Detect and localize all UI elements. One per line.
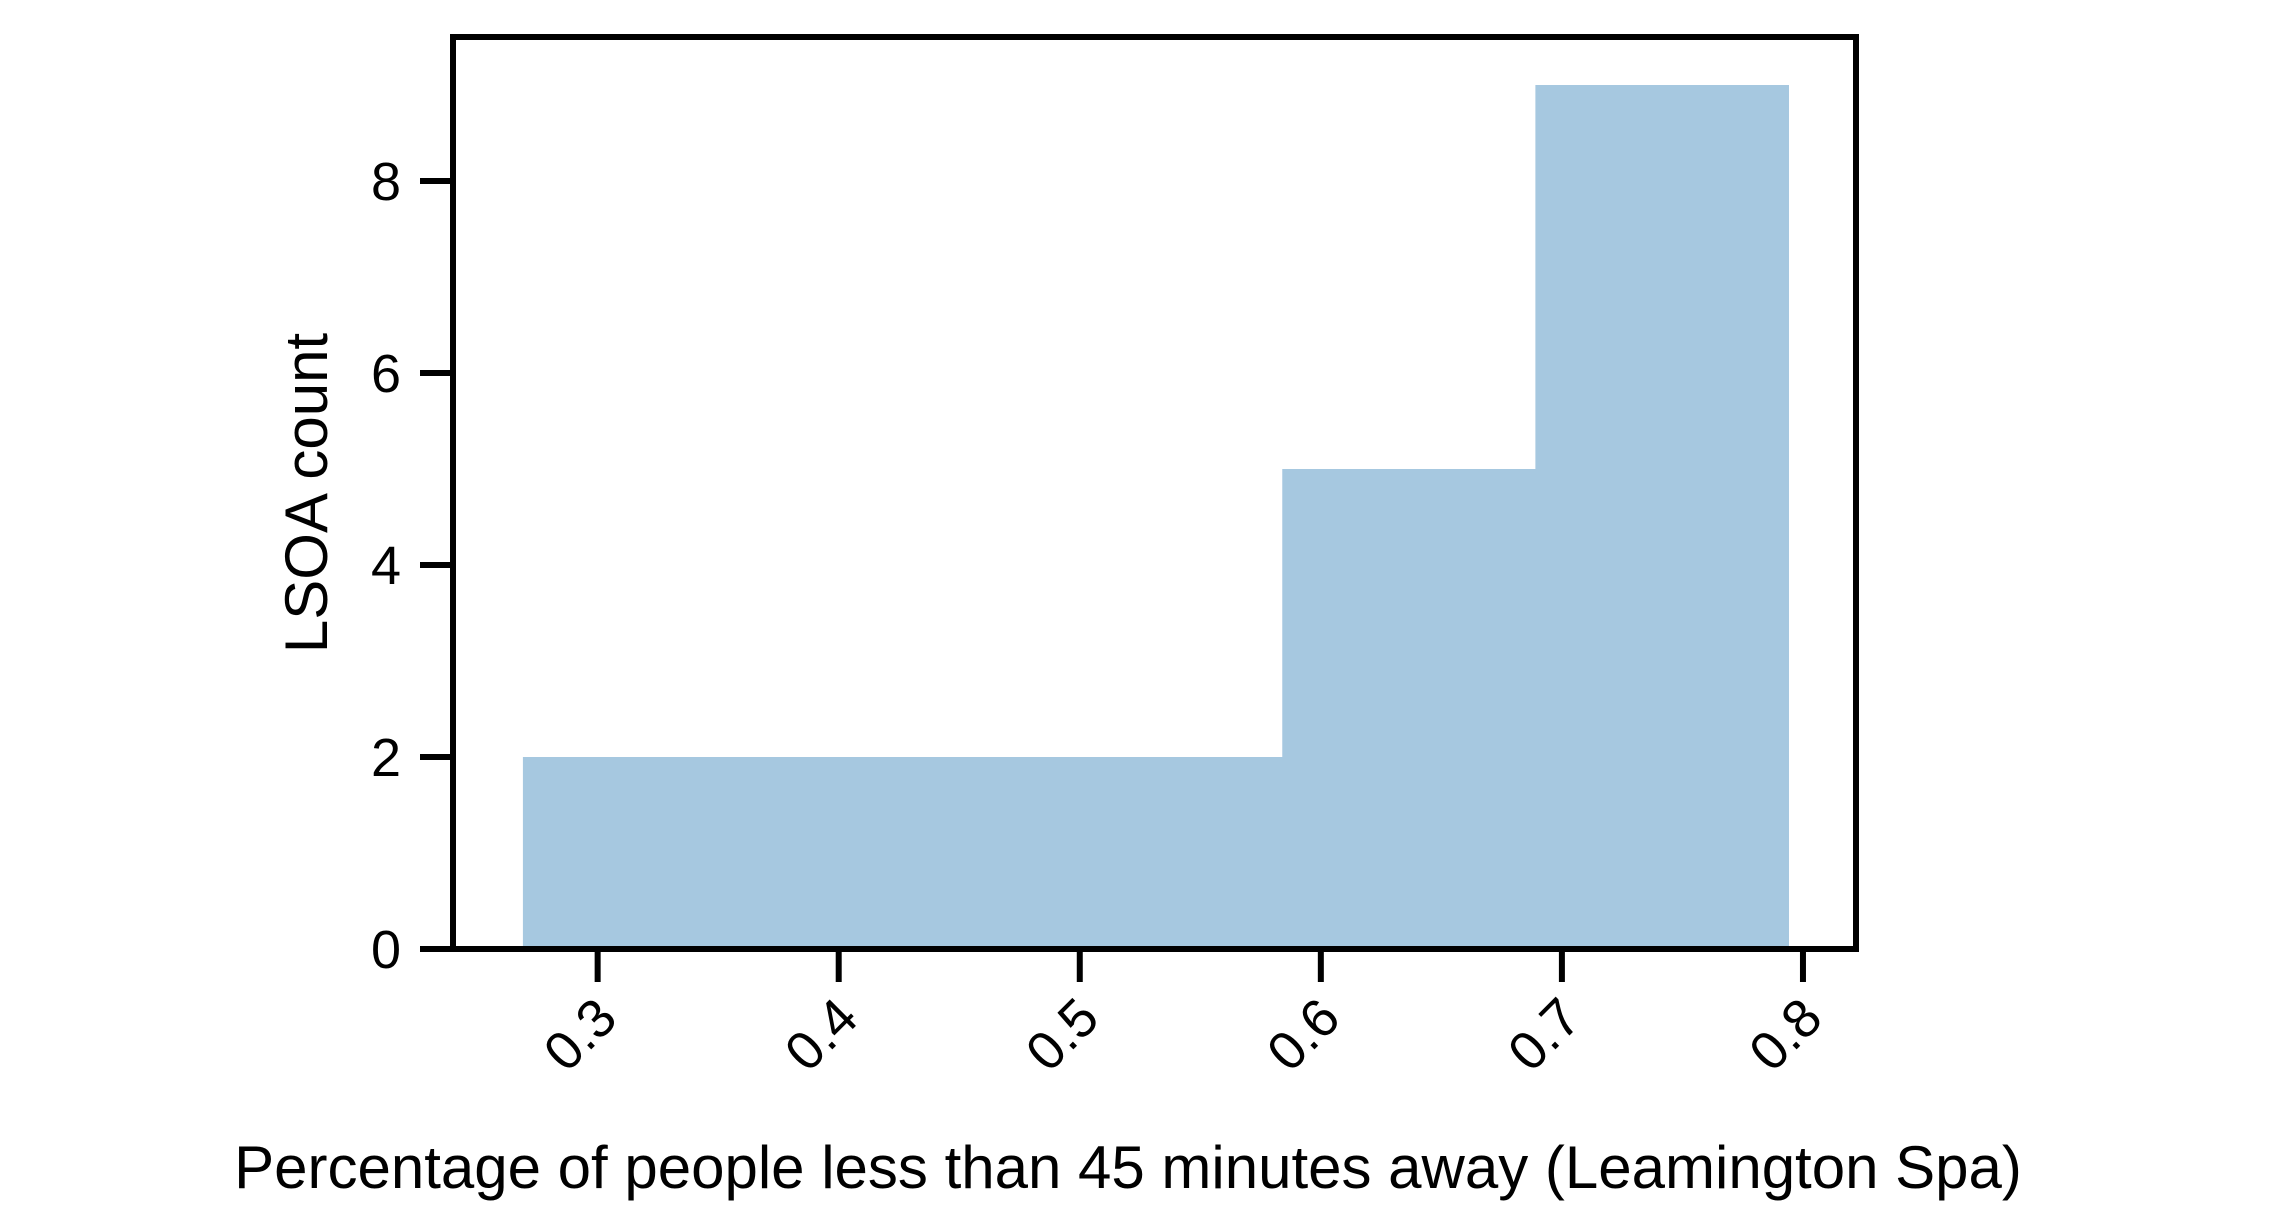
histogram-bar-0 (522, 757, 1283, 949)
y-axis-title: LSOA count (273, 333, 340, 654)
x-tick-label: 0.5 (1015, 987, 1111, 1083)
x-tick-label: 0.8 (1738, 987, 1834, 1083)
histogram-bar-1 (1282, 469, 1536, 949)
x-axis-title: Percentage of people less than 45 minute… (234, 1134, 2022, 1201)
y-tick-label: 8 (371, 152, 401, 212)
y-tick-label: 2 (371, 728, 401, 788)
x-tick-label: 0.6 (1256, 987, 1352, 1083)
x-tick-label: 0.3 (533, 987, 629, 1083)
x-tick-label: 0.4 (774, 987, 870, 1083)
histogram-bar-2 (1535, 85, 1790, 949)
y-tick-label: 4 (371, 536, 401, 596)
x-tick-label: 0.7 (1497, 987, 1593, 1083)
y-tick-label: 0 (371, 920, 401, 980)
plot-frame (450, 34, 1859, 952)
histogram-bars (522, 85, 1790, 949)
x-axis-ticks: 0.3 0.4 0.5 0.6 0.7 0.8 (533, 949, 1834, 1083)
y-axis-ticks: 0 2 4 6 8 (371, 152, 453, 980)
y-tick-label: 6 (371, 344, 401, 404)
